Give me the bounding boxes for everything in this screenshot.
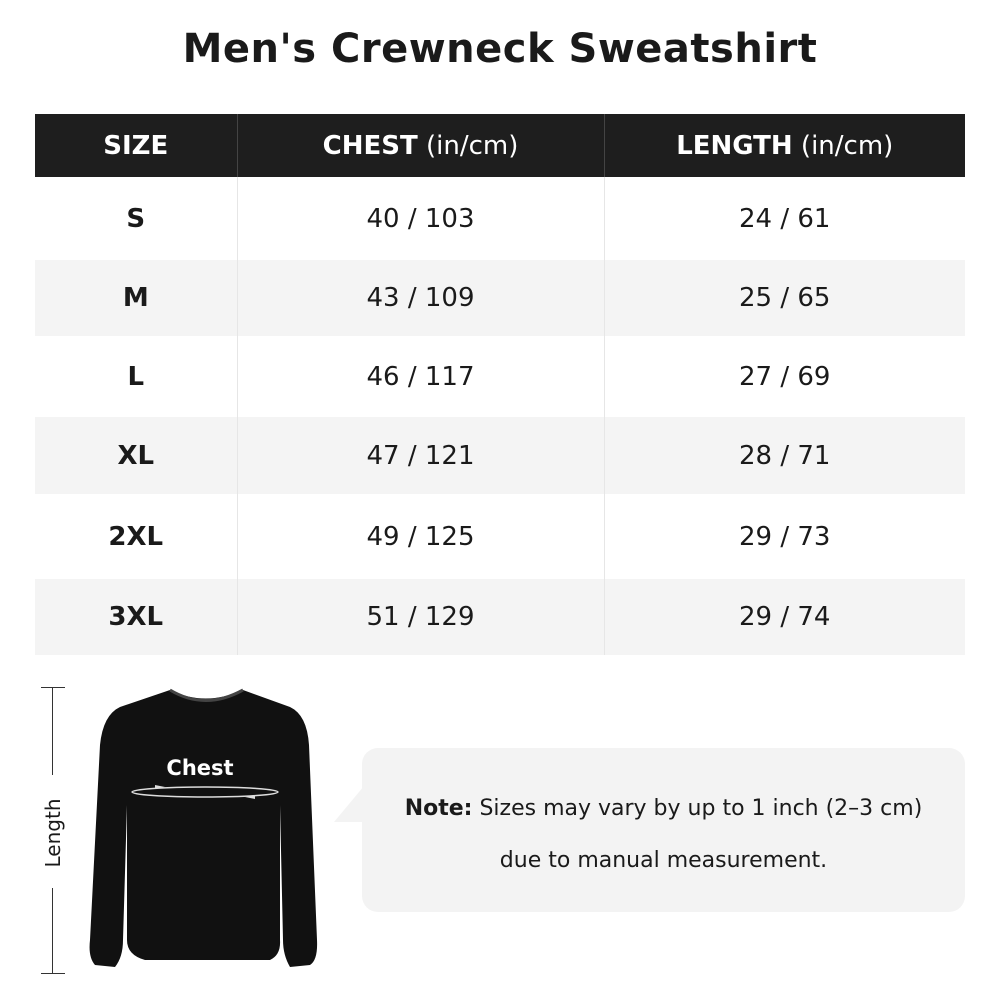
note-line-1: Note: Sizes may vary by up to 1 inch (2–…: [362, 796, 965, 821]
sweatshirt-image: [89, 688, 318, 967]
note-text: Sizes may vary by up to 1 inch (2–3 cm): [472, 796, 923, 821]
size-cell: 2XL: [35, 494, 238, 579]
size-cell: S: [35, 177, 238, 260]
length-tick-bottom: [41, 973, 65, 974]
chest-cell: 51 / 129: [237, 579, 605, 655]
length-cell: 27 / 69: [739, 361, 831, 392]
chest-measure-icon: [131, 786, 279, 798]
chest-cell: 43 / 109: [237, 260, 605, 336]
table-row: 3XL 51 / 129 29 / 74: [35, 579, 965, 655]
table-row: M 43 / 109 25 / 65: [35, 260, 965, 336]
chest-cell: 46 / 117: [237, 336, 605, 417]
chest-label: Chest: [166, 756, 234, 780]
header-chest: CHEST (in/cm): [237, 114, 605, 177]
callout-pointer: [334, 786, 364, 822]
chest-cell: 47 / 121: [237, 417, 605, 494]
chest-cell: 49 / 125: [237, 494, 605, 579]
header-unit: (in/cm): [417, 130, 519, 161]
table-row: XL 47 / 121 28 / 71: [35, 417, 965, 494]
length-cell: 24 / 61: [739, 203, 831, 234]
header-size: SIZE: [35, 114, 238, 177]
chest-cell: 40 / 103: [237, 177, 605, 260]
note-callout: Note: Sizes may vary by up to 1 inch (2–…: [362, 748, 965, 912]
length-tick-top: [41, 687, 65, 688]
note-line-2: due to manual measurement.: [499, 848, 828, 873]
size-cell: M: [35, 260, 238, 336]
header-unit: (in/cm): [792, 130, 894, 161]
table-header-row: SIZE CHEST (in/cm) LENGTH (in/cm): [35, 114, 965, 177]
size-table: SIZE CHEST (in/cm) LENGTH (in/cm) S 40 / …: [35, 114, 965, 655]
header-length: LENGTH (in/cm): [604, 114, 965, 177]
size-cell: L: [35, 336, 238, 417]
length-line-top: [52, 687, 53, 775]
page-title: Men's Crewneck Sweatshirt: [182, 26, 818, 72]
note-prefix: Note:: [404, 796, 473, 821]
length-label: Length: [41, 798, 65, 868]
table-row: 2XL 49 / 125 29 / 73: [35, 494, 965, 579]
size-cell: 3XL: [35, 579, 238, 655]
size-cell: XL: [35, 417, 238, 494]
header-label: LENGTH: [676, 130, 793, 161]
length-cell: 28 / 71: [604, 417, 965, 494]
length-cell: 25 / 65: [604, 260, 965, 336]
length-cell: 29 / 74: [604, 579, 965, 655]
header-label: CHEST: [322, 130, 418, 161]
length-cell: 29 / 73: [739, 521, 831, 552]
header-label: SIZE: [103, 130, 169, 161]
table-row: S 40 / 103 24 / 61: [35, 177, 965, 260]
table-row: L 46 / 117 27 / 69: [35, 336, 965, 417]
length-line-bottom: [52, 888, 53, 973]
